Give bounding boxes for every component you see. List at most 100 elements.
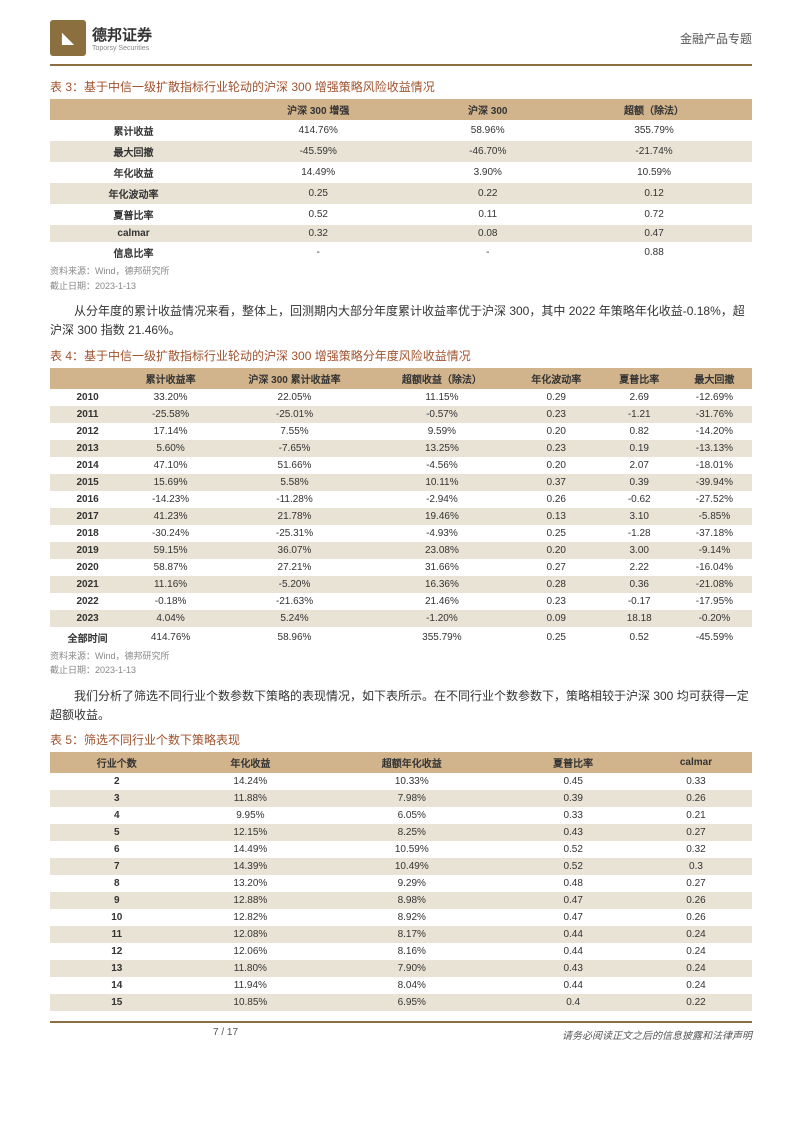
table-cell: 0.23: [511, 406, 602, 423]
table-cell: 全部时间: [50, 627, 125, 648]
table-cell: 0.20: [511, 542, 602, 559]
table-row: 201447.10%51.66%-4.56%0.202.07-18.01%: [50, 457, 752, 474]
table-cell: -12.69%: [677, 389, 752, 406]
table-cell: 2010: [50, 389, 125, 406]
table4-title: 表 4：基于中信一级扩散指标行业轮动的沪深 300 增强策略分年度风险收益情况: [50, 347, 752, 364]
table-cell: 8.16%: [317, 943, 506, 960]
table-cell: 0.12: [556, 183, 752, 204]
table-cell: 47.10%: [125, 457, 216, 474]
table-cell: 3.00: [602, 542, 677, 559]
table-cell: 15.69%: [125, 474, 216, 491]
table-cell: 0.36: [602, 576, 677, 593]
table-cell: 0.33: [640, 773, 752, 790]
table-cell: 17.14%: [125, 423, 216, 440]
table-row: 1411.94%8.04%0.440.24: [50, 977, 752, 994]
table-cell: 8.17%: [317, 926, 506, 943]
table-cell: 0.22: [640, 994, 752, 1011]
table-cell: 最大回撤: [50, 141, 217, 162]
table-cell: 0.88: [556, 242, 752, 263]
table-row: 1311.80%7.90%0.430.24: [50, 960, 752, 977]
table-cell: 414.76%: [125, 627, 216, 648]
table-cell: 11: [50, 926, 184, 943]
table-row: 202111.16%-5.20%16.36%0.280.36-21.08%: [50, 576, 752, 593]
table-row: 202058.87%27.21%31.66%0.272.22-16.04%: [50, 559, 752, 576]
table-cell: 0.24: [640, 943, 752, 960]
table-cell: 2016: [50, 491, 125, 508]
table-cell: -45.59%: [217, 141, 419, 162]
table-cell: 36.07%: [216, 542, 373, 559]
table-row: calmar0.320.080.47: [50, 225, 752, 242]
table-column-header: 超额收益（除法）: [373, 368, 511, 389]
table-cell: 7.55%: [216, 423, 373, 440]
table-row: 201217.14%7.55%9.59%0.200.82-14.20%: [50, 423, 752, 440]
table-cell: 10.11%: [373, 474, 511, 491]
table-cell: 23.08%: [373, 542, 511, 559]
table-cell: -0.18%: [125, 593, 216, 610]
table-cell: 11.88%: [184, 790, 318, 807]
table-cell: 0.09: [511, 610, 602, 627]
table-cell: 0.43: [506, 824, 640, 841]
table-cell: 0.43: [506, 960, 640, 977]
table-cell: 2011: [50, 406, 125, 423]
table-cell: 14.49%: [184, 841, 318, 858]
table-cell: 0.47: [556, 225, 752, 242]
table-cell: -4.56%: [373, 457, 511, 474]
table-column-header: 超额（除法）: [556, 99, 752, 120]
table-row: 全部时间414.76%58.96%355.79%0.250.52-45.59%: [50, 627, 752, 648]
table-cell: 11.15%: [373, 389, 511, 406]
table-cell: 0.39: [506, 790, 640, 807]
table-cell: -5.20%: [216, 576, 373, 593]
table5-header-row: 行业个数年化收益超额年化收益夏普比率calmar: [50, 752, 752, 773]
table-cell: 12.82%: [184, 909, 318, 926]
table-cell: 13.20%: [184, 875, 318, 892]
table-row: 512.15%8.25%0.430.27: [50, 824, 752, 841]
table3-source2: 截止日期：2023-1-13: [50, 280, 752, 293]
table-cell: 0.26: [640, 892, 752, 909]
table-cell: 0.20: [511, 423, 602, 440]
table-cell: 2: [50, 773, 184, 790]
table-row: 311.88%7.98%0.390.26: [50, 790, 752, 807]
table-cell: 0.13: [511, 508, 602, 525]
table-cell: 6.95%: [317, 994, 506, 1011]
table-cell: -18.01%: [677, 457, 752, 474]
table-row: 201741.23%21.78%19.46%0.133.10-5.85%: [50, 508, 752, 525]
table-column-header: calmar: [640, 752, 752, 773]
table-row: 1510.85%6.95%0.40.22: [50, 994, 752, 1011]
table-cell: 6: [50, 841, 184, 858]
table-cell: -27.52%: [677, 491, 752, 508]
table-cell: 13: [50, 960, 184, 977]
table-cell: 0.45: [506, 773, 640, 790]
table-cell: -16.04%: [677, 559, 752, 576]
table-cell: 7.98%: [317, 790, 506, 807]
table-cell: -14.23%: [125, 491, 216, 508]
table-cell: 41.23%: [125, 508, 216, 525]
table-column-header: 夏普比率: [506, 752, 640, 773]
table-cell: 355.79%: [556, 120, 752, 141]
table-row: 最大回撤-45.59%-46.70%-21.74%: [50, 141, 752, 162]
table-cell: 0.19: [602, 440, 677, 457]
table-cell: 7.90%: [317, 960, 506, 977]
table-row: 夏普比率0.520.110.72: [50, 204, 752, 225]
table-cell: 2012: [50, 423, 125, 440]
table-cell: -0.17: [602, 593, 677, 610]
table-cell: 4.04%: [125, 610, 216, 627]
table-cell: -37.18%: [677, 525, 752, 542]
document-category: 金融产品专题: [680, 30, 752, 47]
table-cell: 累计收益: [50, 120, 217, 141]
table-cell: 15: [50, 994, 184, 1011]
table-cell: 0.24: [640, 926, 752, 943]
table-row: 信息比率--0.88: [50, 242, 752, 263]
table-cell: 33.20%: [125, 389, 216, 406]
table-column-header: 累计收益率: [125, 368, 216, 389]
table-cell: 0.82: [602, 423, 677, 440]
table-cell: -1.21: [602, 406, 677, 423]
table-column-header: 最大回撤: [677, 368, 752, 389]
table-cell: -11.28%: [216, 491, 373, 508]
table-cell: 12.06%: [184, 943, 318, 960]
table-cell: -2.94%: [373, 491, 511, 508]
table-cell: 51.66%: [216, 457, 373, 474]
table-cell: 0.26: [640, 909, 752, 926]
table-cell: 0.48: [506, 875, 640, 892]
table-row: 20135.60%-7.65%13.25%0.230.19-13.13%: [50, 440, 752, 457]
table-cell: 8.25%: [317, 824, 506, 841]
